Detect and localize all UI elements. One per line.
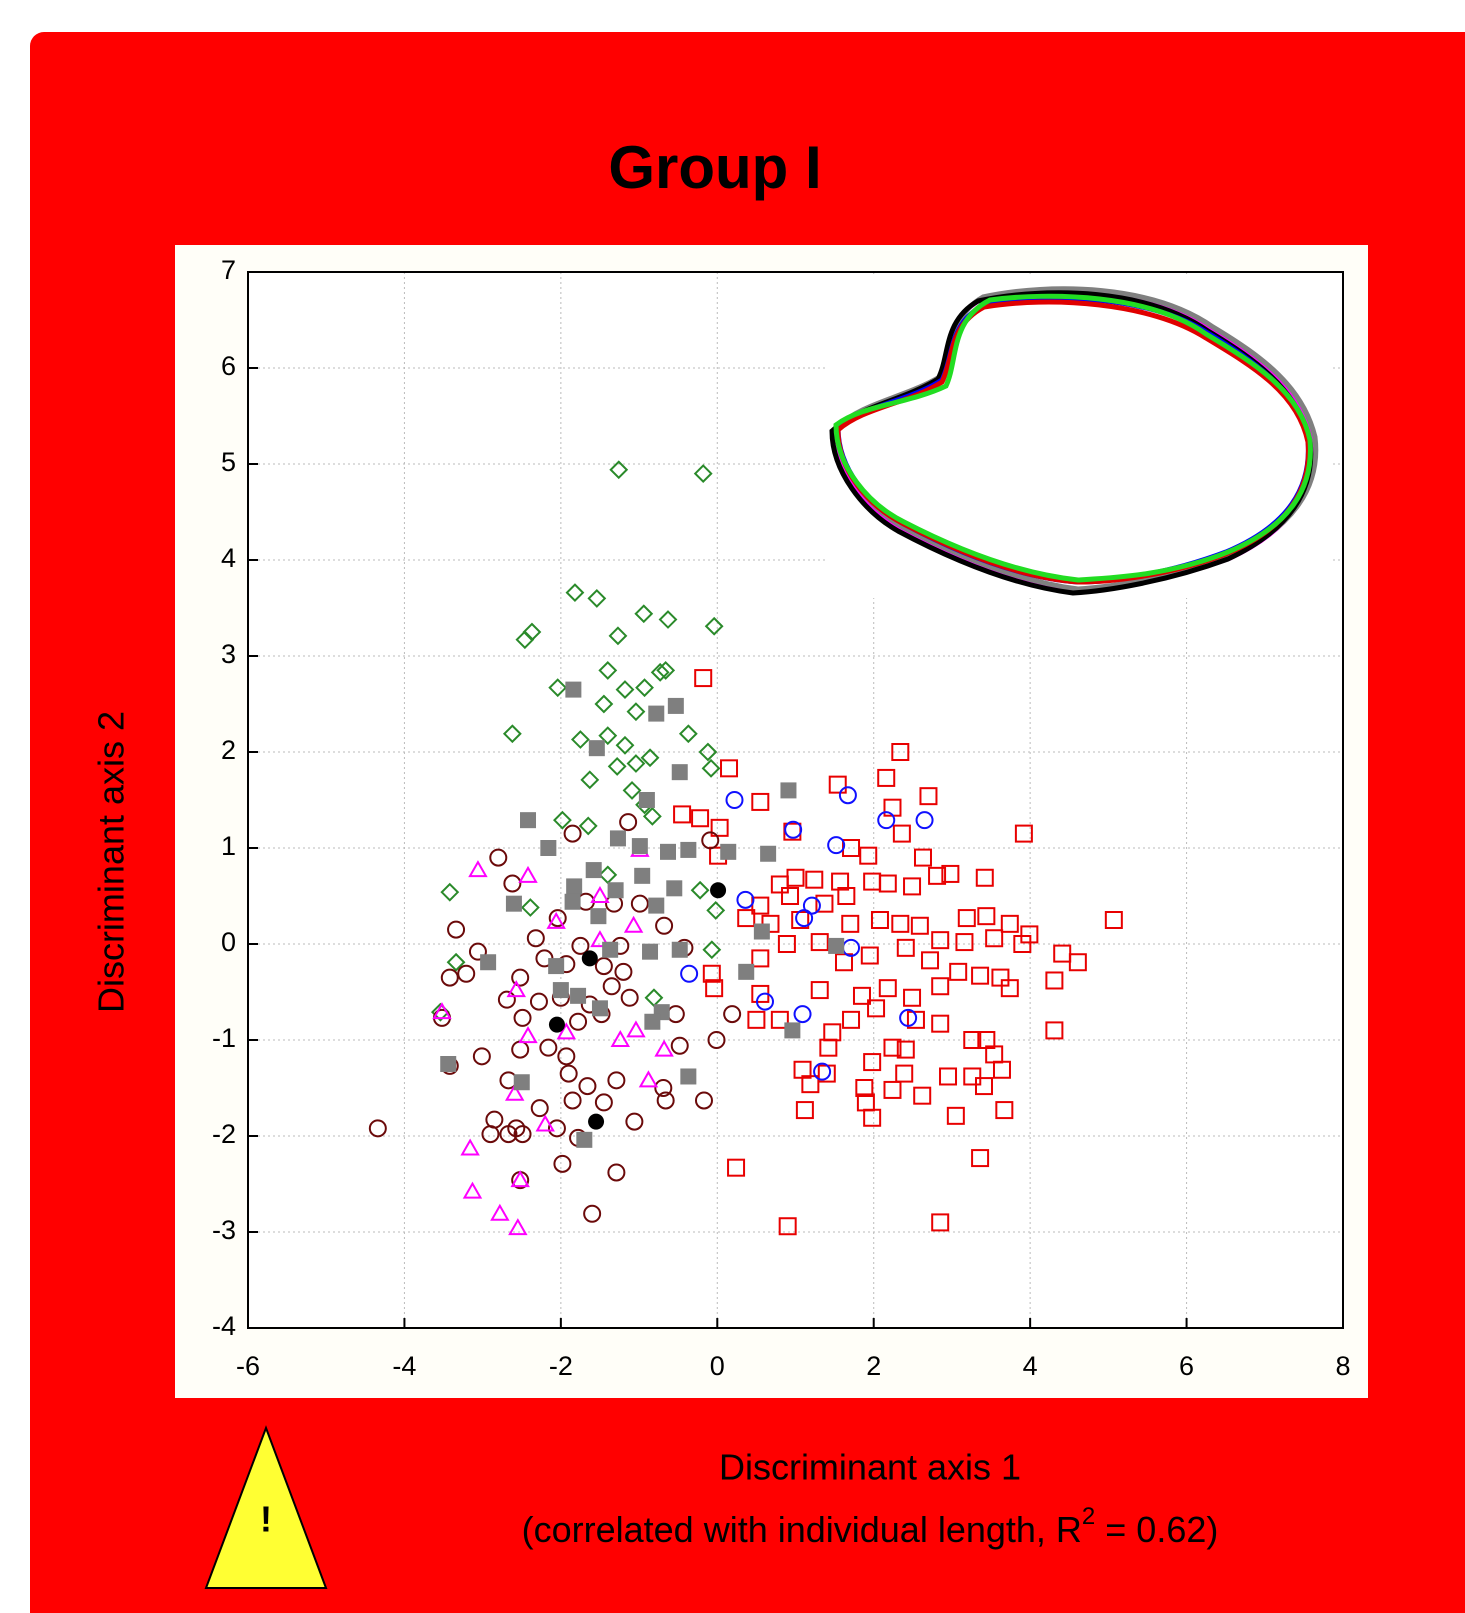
y-tick-label: -2 [212,1119,236,1149]
chart: Group I -6-4-202468-4-3-2-101234567 Disc… [0,0,1465,1613]
point [588,1114,604,1130]
point [760,846,776,862]
chart-title: Group I [608,134,821,201]
x-tick-label: 4 [1023,1351,1038,1381]
x-tick-label: 0 [710,1351,725,1381]
point [608,882,624,898]
inset-background [828,276,1333,598]
x-axis-note: (correlated with individual length, R2 =… [522,1503,1219,1549]
point [780,782,796,798]
point [440,1056,456,1072]
point [506,896,522,912]
y-axis-label: Discriminant axis 2 [91,711,132,1013]
point [586,862,602,878]
point [520,812,536,828]
point [784,1022,800,1038]
x-axis-label: Discriminant axis 1 [719,1447,1021,1488]
point [642,944,658,960]
point [570,988,586,1004]
y-tick-label: 5 [221,447,236,477]
point [514,1074,530,1090]
y-tick-label: 4 [221,543,236,573]
x-tick-label: 8 [1335,1351,1350,1381]
point [566,878,582,894]
y-tick-label: 7 [221,255,236,285]
point [680,842,696,858]
point [754,924,770,940]
note-text: = 0.62) [1095,1509,1218,1550]
y-tick-label: -4 [212,1311,236,1341]
point [644,1014,660,1030]
y-tick-label: 1 [221,831,236,861]
inset [828,276,1333,598]
point [648,706,664,722]
point [592,1000,608,1016]
point [666,880,682,896]
point [589,740,605,756]
point [548,958,564,974]
point [680,1068,696,1084]
y-tick-label: -3 [212,1215,236,1245]
point [582,950,598,966]
point [720,844,736,860]
x-tick-label: -2 [549,1351,573,1381]
y-tick-label: 2 [221,735,236,765]
point [634,868,650,884]
page: {"chart_data": {"type": "scatter", "titl… [0,0,1465,1613]
point [565,682,581,698]
point [576,1132,592,1148]
point [639,792,655,808]
point [480,954,496,970]
x-tick-label: -6 [236,1351,260,1381]
x-tick-label: 6 [1179,1351,1194,1381]
point [632,838,648,854]
point [738,964,754,980]
point [602,942,618,958]
point [668,698,684,714]
point [540,840,556,856]
y-tick-label: -1 [212,1023,236,1053]
point [610,830,626,846]
y-tick-label: 6 [221,351,236,381]
point [590,908,606,924]
point [710,882,726,898]
warning-mark: ! [260,1499,272,1540]
point [672,942,688,958]
y-tick-label: 3 [221,639,236,669]
y-tick-label: 0 [221,927,236,957]
point [549,1017,565,1033]
x-tick-label: -4 [392,1351,416,1381]
point [648,898,664,914]
point [565,894,581,910]
point [672,764,688,780]
point [660,844,676,860]
point [553,982,569,998]
note-superscript: 2 [1082,1503,1095,1530]
note-text: (correlated with individual length, R [522,1509,1082,1550]
x-tick-label: 2 [866,1351,881,1381]
point [828,938,844,954]
